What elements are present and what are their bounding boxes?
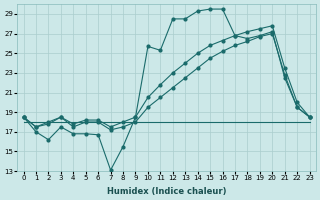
X-axis label: Humidex (Indice chaleur): Humidex (Indice chaleur) (107, 187, 226, 196)
